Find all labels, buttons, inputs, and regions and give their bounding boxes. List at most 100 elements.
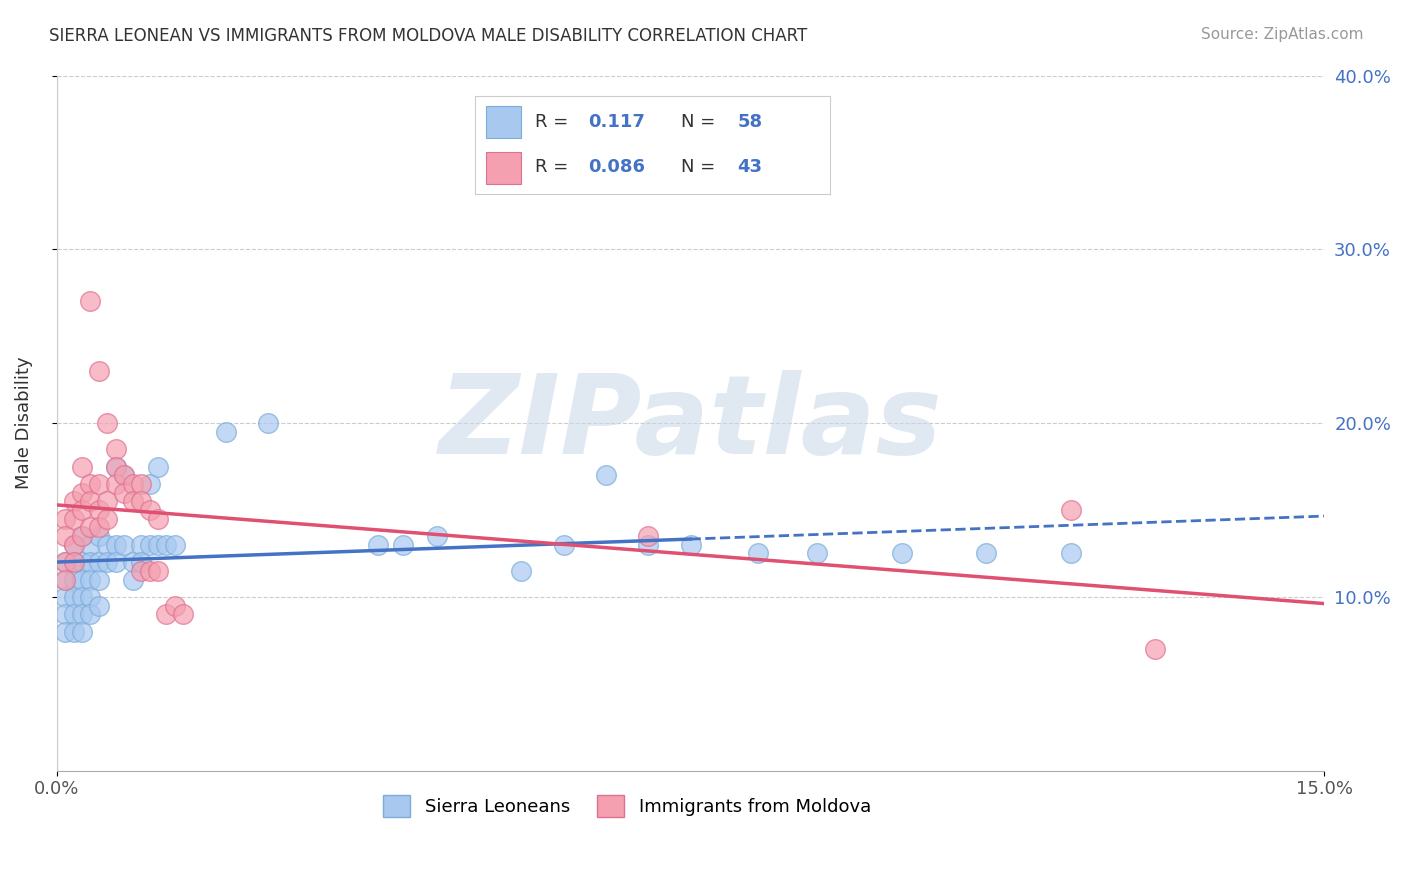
Point [96,494,118,508]
Point [53,590,76,604]
Point [637,538,659,552]
Point [129,538,152,552]
Point [87,364,110,378]
Point [70,573,93,587]
Point [129,564,152,578]
Point [890,546,912,560]
Point [1060,503,1083,517]
Point [96,538,118,552]
Point [79,607,101,622]
Point [367,538,389,552]
Point [79,494,101,508]
Point [155,538,177,552]
Point [679,538,702,552]
Point [1060,546,1083,560]
Point [96,555,118,569]
Point [79,294,101,309]
Point [53,607,76,622]
Point [53,555,76,569]
Point [79,477,101,491]
Point [257,416,280,430]
Point [104,477,127,491]
Point [62,555,84,569]
Point [62,538,84,552]
Text: Source: ZipAtlas.com: Source: ZipAtlas.com [1201,27,1364,42]
Point [53,573,76,587]
Y-axis label: Male Disability: Male Disability [15,357,32,490]
Point [104,442,127,457]
Point [112,485,135,500]
Point [62,511,84,525]
Point [70,529,93,543]
Point [70,590,93,604]
Point [62,624,84,639]
Point [129,477,152,491]
Point [146,564,169,578]
Point [129,555,152,569]
Point [87,503,110,517]
Point [96,511,118,525]
Point [70,503,93,517]
Point [79,573,101,587]
Point [70,529,93,543]
Point [112,538,135,552]
Point [392,538,415,552]
Point [121,555,143,569]
Point [112,468,135,483]
Point [510,564,533,578]
Point [121,477,143,491]
Point [163,538,186,552]
Point [138,538,160,552]
Point [87,555,110,569]
Point [62,538,84,552]
Point [121,573,143,587]
Point [53,511,76,525]
Text: ZIPatlas: ZIPatlas [439,369,942,476]
Point [79,538,101,552]
Point [104,459,127,474]
Point [70,485,93,500]
Point [62,573,84,587]
Point [747,546,769,560]
Point [70,624,93,639]
Point [104,459,127,474]
Point [426,529,449,543]
Point [121,494,143,508]
Point [87,573,110,587]
Legend: Sierra Leoneans, Immigrants from Moldova: Sierra Leoneans, Immigrants from Moldova [375,788,879,824]
Point [96,416,118,430]
Point [70,607,93,622]
Point [87,529,110,543]
Point [87,520,110,534]
Point [79,590,101,604]
Point [104,538,127,552]
Point [53,529,76,543]
Point [53,555,76,569]
Point [53,573,76,587]
Point [146,511,169,525]
Point [87,477,110,491]
Point [62,555,84,569]
Point [79,555,101,569]
Point [62,590,84,604]
Point [553,538,575,552]
Point [595,468,617,483]
Point [138,477,160,491]
Point [87,599,110,613]
Point [129,494,152,508]
Point [637,529,659,543]
Point [138,503,160,517]
Point [172,607,194,622]
Point [163,599,186,613]
Point [53,624,76,639]
Point [155,607,177,622]
Point [112,468,135,483]
Point [976,546,998,560]
Point [62,494,84,508]
Point [806,546,828,560]
Point [146,538,169,552]
Point [1144,642,1167,657]
Point [146,459,169,474]
Point [70,555,93,569]
Point [104,555,127,569]
